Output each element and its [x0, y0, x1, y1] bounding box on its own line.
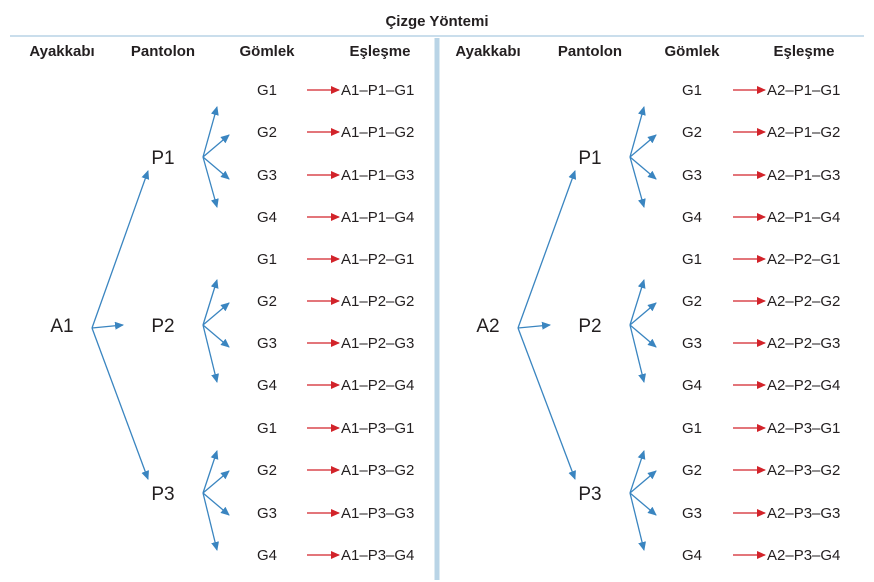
column-header: Ayakkabı: [455, 43, 520, 60]
branch-leaf-arrow: [629, 106, 646, 158]
branch-leaf-arrow: [629, 279, 646, 326]
shirt-label: G4: [257, 547, 277, 564]
match-label: A2–P1–G2: [767, 124, 840, 141]
branch-leaf-arrow: [202, 324, 230, 348]
branch-leaf-arrow: [202, 470, 230, 494]
column-header: Ayakkabı: [29, 43, 94, 60]
match-label: A1–P3–G3: [341, 505, 414, 522]
match-label: A2–P2–G1: [767, 251, 840, 268]
match-label: A1–P1–G2: [341, 124, 414, 141]
branch-leaf-arrow: [629, 450, 646, 494]
shirt-label: G1: [682, 420, 702, 437]
shirt-label: G1: [257, 420, 277, 437]
shirt-label: G2: [257, 293, 277, 310]
shirt-label: G2: [257, 124, 277, 141]
branch-leaf-arrow: [629, 156, 646, 208]
shirt-label: G3: [682, 505, 702, 522]
match-label: A1–P3–G2: [341, 462, 414, 479]
branch-leaf-arrow: [202, 134, 230, 158]
match-label: A2–P3–G2: [767, 462, 840, 479]
column-header: Gömlek: [664, 43, 720, 60]
column-header: Pantolon: [558, 43, 622, 60]
branch-leaf-arrow: [202, 279, 219, 326]
branch-node: P3: [151, 484, 174, 505]
branch-leaf-arrow: [629, 492, 646, 551]
branch-leaf-arrow: [202, 492, 219, 551]
branch-leaf-arrow: [629, 470, 657, 494]
branch-leaf-arrow: [202, 302, 230, 326]
branch-leaf-arrow: [202, 324, 219, 383]
root-branch-arrow: [91, 321, 124, 330]
branch-leaf-arrow: [629, 324, 657, 348]
shirt-label: G4: [257, 209, 277, 226]
shirt-label: G2: [682, 293, 702, 310]
root-branch-arrow: [517, 327, 576, 480]
match-label: A2–P2–G3: [767, 335, 840, 352]
shirt-label: G1: [257, 251, 277, 268]
branch-leaf-arrow: [629, 156, 657, 180]
branch-leaf-arrow: [202, 106, 219, 158]
root-node: A1: [50, 316, 73, 337]
branch-leaf-arrow: [202, 156, 219, 208]
match-label: A1–P2–G1: [341, 251, 414, 268]
branch-leaf-arrow: [629, 134, 657, 158]
shirt-label: G4: [682, 377, 702, 394]
root-branch-arrow: [91, 327, 149, 480]
match-label: A1–P1–G4: [341, 209, 414, 226]
branch-leaf-arrow: [629, 324, 646, 383]
root-branch-arrow: [517, 170, 577, 329]
match-label: A1–P3–G4: [341, 547, 414, 564]
match-label: A2–P3–G3: [767, 505, 840, 522]
shirt-label: G2: [257, 462, 277, 479]
column-header: Pantolon: [131, 43, 195, 60]
match-label: A2–P3–G1: [767, 420, 840, 437]
branch-node: P1: [151, 148, 174, 169]
root-node: A2: [476, 316, 499, 337]
match-label: A2–P1–G1: [767, 82, 840, 99]
column-header: Eşleşme: [774, 43, 835, 60]
match-label: A2–P3–G4: [767, 547, 840, 564]
branch-leaf-arrow: [629, 492, 657, 516]
branch-leaf-arrow: [629, 302, 657, 326]
match-label: A1–P3–G1: [341, 420, 414, 437]
shirt-label: G3: [257, 505, 277, 522]
shirt-label: G3: [682, 167, 702, 184]
match-label: A1–P1–G1: [341, 82, 414, 99]
branch-node: P2: [151, 316, 174, 337]
branch-leaf-arrow: [202, 156, 230, 180]
branch-leaf-arrow: [202, 450, 219, 494]
branch-node: P2: [578, 316, 601, 337]
branch-leaf-arrow: [202, 492, 230, 516]
shirt-label: G1: [682, 251, 702, 268]
column-header: Gömlek: [239, 43, 295, 60]
column-header: Eşleşme: [350, 43, 411, 60]
branch-node: P1: [578, 148, 601, 169]
match-label: A1–P1–G3: [341, 167, 414, 184]
shirt-label: G4: [682, 209, 702, 226]
match-label: A2–P1–G3: [767, 167, 840, 184]
shirt-label: G1: [682, 82, 702, 99]
shirt-label: G4: [682, 547, 702, 564]
shirt-label: G3: [682, 335, 702, 352]
shirt-label: G2: [682, 462, 702, 479]
match-label: A1–P2–G4: [341, 377, 414, 394]
match-label: A2–P1–G4: [767, 209, 840, 226]
match-label: A2–P2–G2: [767, 293, 840, 310]
match-label: A1–P2–G2: [341, 293, 414, 310]
shirt-label: G1: [257, 82, 277, 99]
branch-node: P3: [578, 484, 601, 505]
root-branch-arrow: [91, 170, 150, 329]
shirt-label: G3: [257, 167, 277, 184]
root-branch-arrow: [517, 321, 551, 330]
match-label: A2–P2–G4: [767, 377, 840, 394]
shirt-label: G3: [257, 335, 277, 352]
match-label: A1–P2–G3: [341, 335, 414, 352]
shirt-label: G4: [257, 377, 277, 394]
diagram-title: Çizge Yöntemi: [385, 13, 488, 30]
shirt-label: G2: [682, 124, 702, 141]
